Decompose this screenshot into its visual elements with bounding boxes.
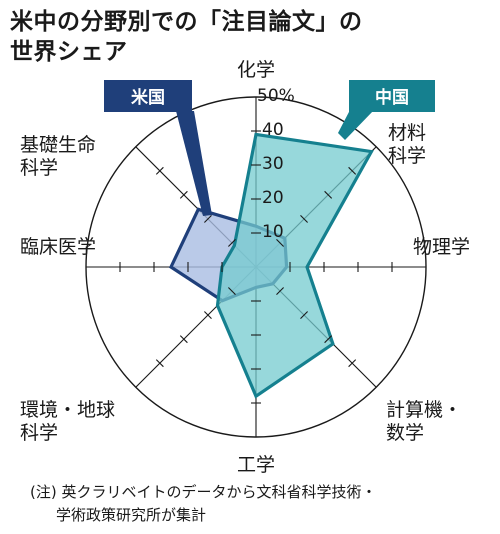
tick-label-10: 10 bbox=[262, 222, 284, 242]
radar-tick-mark bbox=[300, 311, 308, 319]
source-note-line2: 学術政策研究所が集計 bbox=[56, 506, 207, 524]
radar-tick-mark bbox=[300, 215, 308, 223]
axis-label: 材料科学 bbox=[388, 122, 426, 167]
radar-tick-mark bbox=[204, 311, 212, 319]
china-legend-badge bbox=[349, 80, 435, 112]
axis-label-line: 数学 bbox=[386, 422, 424, 444]
tick-label-50: 50% bbox=[257, 86, 295, 106]
radar-tick-mark bbox=[348, 166, 357, 175]
axis-label: 環境・地球科学 bbox=[20, 399, 115, 444]
radar-tick-mark bbox=[228, 239, 236, 247]
radar-tick-mark bbox=[155, 166, 164, 175]
us-legend-badge bbox=[104, 80, 192, 112]
axis-label: 工学 bbox=[237, 454, 275, 476]
axis-label-line: 環境・地球 bbox=[20, 399, 115, 421]
radar-tick-mark bbox=[324, 190, 333, 199]
axis-label-line: 科学 bbox=[20, 422, 58, 444]
axis-label-line: 臨床医学 bbox=[20, 236, 96, 258]
axis-label-line: 科学 bbox=[388, 145, 426, 167]
axis-label: 物理学 bbox=[413, 236, 470, 258]
radar-tick-mark bbox=[155, 359, 164, 368]
tick-label-40: 40 bbox=[262, 120, 284, 140]
axis-label-line: 材料 bbox=[388, 122, 426, 144]
axis-label: 計算機・数学 bbox=[386, 399, 462, 444]
axis-label: 臨床医学 bbox=[20, 236, 96, 258]
radar-tick-mark bbox=[179, 190, 188, 199]
china-legend-label: 中国 bbox=[375, 87, 409, 108]
chart-title-line2: 世界シェア bbox=[10, 39, 128, 65]
axis-label: 基礎生命科学 bbox=[20, 134, 96, 179]
chart-title-line1: 米中の分野別での「注目論文」の bbox=[10, 9, 363, 35]
axis-label-line: 基礎生命 bbox=[20, 134, 96, 156]
radar-tick-mark bbox=[276, 239, 284, 247]
tick-label-30: 30 bbox=[262, 154, 284, 174]
radar-tick-mark bbox=[324, 335, 333, 344]
axis-label-line: 化学 bbox=[237, 59, 275, 81]
axis-label: 化学 bbox=[237, 59, 275, 81]
radar-tick-mark bbox=[204, 215, 212, 223]
tick-label-20: 20 bbox=[262, 188, 284, 208]
radar-tick-mark bbox=[228, 287, 236, 295]
radar-tick-mark bbox=[348, 359, 357, 368]
us-callout-pointer bbox=[176, 111, 212, 216]
series-polygon-china bbox=[215, 132, 374, 399]
axis-label-line: 物理学 bbox=[413, 236, 470, 258]
source-note-line1: (注) 英クラリベイトのデータから文科省科学技術・ bbox=[30, 483, 377, 501]
us-legend-label: 米国 bbox=[131, 87, 165, 108]
axis-label-line: 計算機・ bbox=[386, 399, 462, 421]
radar-tick-mark bbox=[179, 335, 188, 344]
axis-label-line: 工学 bbox=[237, 454, 275, 476]
axis-label-line: 科学 bbox=[20, 157, 58, 179]
radar-tick-mark bbox=[276, 287, 284, 295]
china-callout-pointer bbox=[338, 110, 374, 140]
